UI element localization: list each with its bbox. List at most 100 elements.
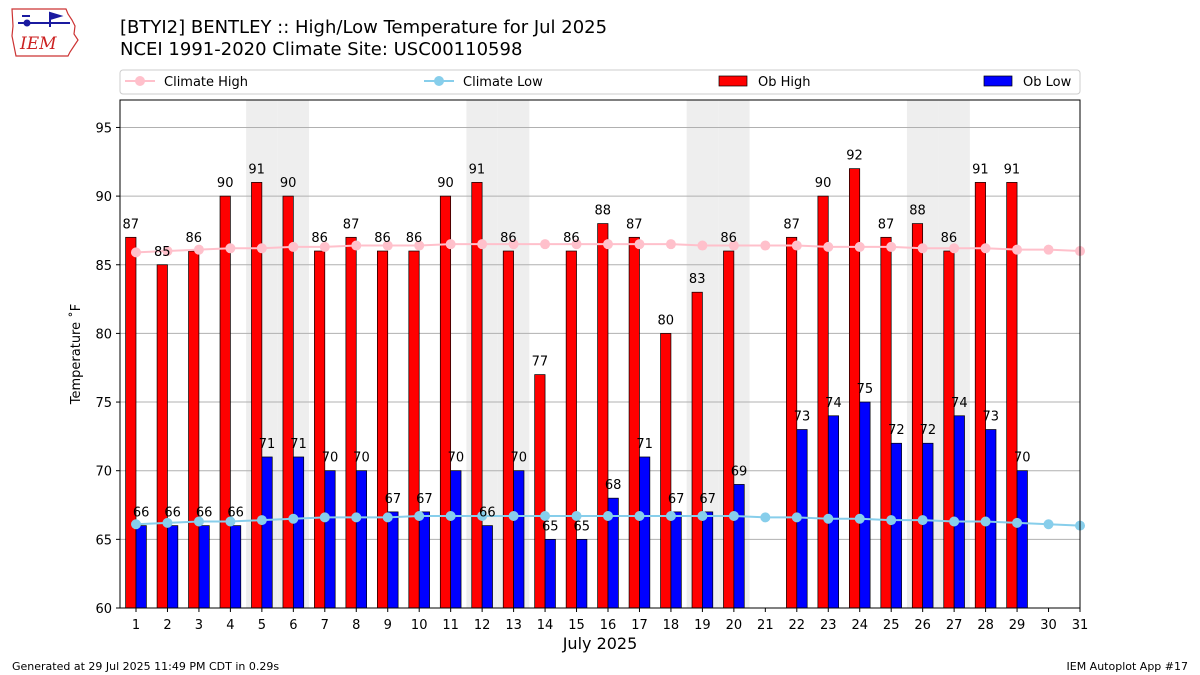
climate-low-point: [854, 513, 865, 524]
y-tick-label: 85: [95, 259, 112, 274]
x-tick-label: 1: [132, 618, 140, 633]
climate-low-point: [571, 511, 582, 522]
ob-low-bar: [355, 470, 368, 609]
x-tick-label: 20: [726, 618, 743, 633]
ob-high-data-label: 92: [846, 149, 863, 164]
bars: [125, 168, 1028, 609]
ob-high-bar: [691, 291, 703, 609]
ob-high-data-label: 86: [720, 231, 737, 246]
x-tick-label: 22: [789, 618, 806, 633]
climate-high-point: [351, 240, 362, 251]
y-tick-label: 65: [95, 533, 112, 548]
climate-high-point: [886, 241, 897, 252]
x-tick-label: 17: [631, 618, 648, 633]
chart-title-line1: [BTYI2] BENTLEY :: High/Low Temperature …: [120, 17, 608, 38]
climate-high-point: [445, 239, 456, 250]
legend-ob-high-label: Ob High: [758, 75, 811, 90]
weather-station-icon: [18, 11, 70, 27]
climate-low-point: [225, 516, 236, 527]
climate-low-point: [445, 511, 456, 522]
climate-low-point: [823, 513, 834, 524]
x-tick-label: 28: [977, 618, 994, 633]
ob-high-bar: [345, 236, 357, 609]
x-tick-label: 18: [663, 618, 680, 633]
ob-low-bar: [387, 511, 399, 609]
ob-high-data-label: 83: [689, 272, 706, 287]
ob-low-data-label: 66: [196, 506, 213, 521]
climate-high-point: [288, 241, 299, 252]
ob-high-data-label: 88: [909, 204, 926, 219]
footer-app-text: IEM Autoplot App #17: [1066, 660, 1189, 673]
ob-low-bar: [827, 415, 840, 609]
y-tick-label: 95: [95, 121, 112, 136]
ob-low-bar: [733, 484, 745, 609]
ob-low-data-label: 72: [920, 423, 937, 438]
climate-high-point: [603, 239, 613, 250]
ob-high-data-label: 77: [532, 355, 549, 370]
x-tick-label: 6: [289, 618, 297, 633]
ob-low-bar: [292, 456, 305, 609]
legend-ob-low-swatch: [983, 75, 1013, 87]
y-tick-label: 80: [95, 327, 112, 342]
x-tick-label: 11: [442, 618, 459, 633]
ob-low-bar: [450, 470, 462, 609]
x-tick-label: 30: [1040, 618, 1057, 633]
ob-low-bar: [198, 525, 210, 609]
climate-high-point: [791, 240, 802, 251]
ob-low-data-label: 70: [1014, 451, 1031, 466]
ob-high-bar: [376, 250, 389, 609]
x-tick-label: 16: [600, 618, 617, 633]
climate-low-point: [886, 515, 897, 526]
climate-low-point: [1043, 519, 1054, 530]
ob-high-bar: [502, 250, 514, 609]
ob-low-data-label: 67: [699, 492, 716, 507]
ob-high-data-label: 87: [343, 217, 360, 232]
climate-high-point: [1012, 244, 1023, 255]
plot-frame: [119, 99, 1081, 609]
ob-high-data-label: 87: [123, 217, 140, 232]
x-tick-label: 31: [1072, 618, 1089, 633]
ob-high-data-label: 86: [406, 231, 423, 246]
ob-high-data-label: 86: [941, 231, 958, 246]
climate-high-point: [256, 243, 267, 254]
x-tick-label: 8: [352, 618, 360, 633]
ob-low-data-label: 71: [259, 437, 276, 452]
y-tick-label: 75: [95, 396, 112, 411]
climate-high-point: [225, 243, 236, 254]
ob-low-data-label: 67: [416, 492, 433, 507]
climate-high-point: [571, 239, 582, 250]
x-tick-label: 4: [226, 618, 234, 633]
ob-high-data-label: 86: [374, 231, 391, 246]
climate-high-point: [697, 240, 708, 251]
x-tick-label: 23: [820, 618, 837, 633]
climate-low-point: [256, 515, 267, 526]
climate-low-point: [414, 511, 425, 522]
climate-low-point: [162, 517, 173, 528]
climate-high-point: [540, 239, 551, 250]
climate-low-point: [791, 512, 802, 523]
x-tick-label: 25: [883, 618, 900, 633]
ob-low-bar: [639, 456, 651, 609]
ob-low-data-label: 66: [227, 506, 244, 521]
iowa-outline-icon: [11, 8, 79, 57]
ob-high-data-label: 90: [437, 176, 454, 191]
ob-low-data-label: 74: [825, 396, 842, 411]
ob-low-bar: [953, 415, 965, 609]
climate-low-point: [634, 511, 645, 522]
climate-low-point: [288, 513, 299, 524]
x-tick-label: 19: [694, 618, 711, 633]
ob-high-data-label: 86: [185, 231, 202, 246]
legend-climate-high-label: Climate High: [164, 75, 248, 90]
ob-low-bar: [513, 470, 525, 609]
ob-high-data-label: 87: [783, 217, 800, 232]
climate-high-point: [665, 239, 676, 250]
ob-low-bar: [859, 401, 871, 609]
ob-low-bar: [418, 511, 430, 609]
ob-high-bar: [219, 195, 231, 609]
x-tick-label: 3: [195, 618, 203, 633]
ob-low-data-label: 70: [448, 451, 465, 466]
ob-low-data-label: 66: [479, 506, 496, 521]
ob-high-bar: [314, 250, 326, 609]
ob-high-data-label: 85: [154, 245, 171, 260]
climate-low-point: [728, 511, 739, 522]
